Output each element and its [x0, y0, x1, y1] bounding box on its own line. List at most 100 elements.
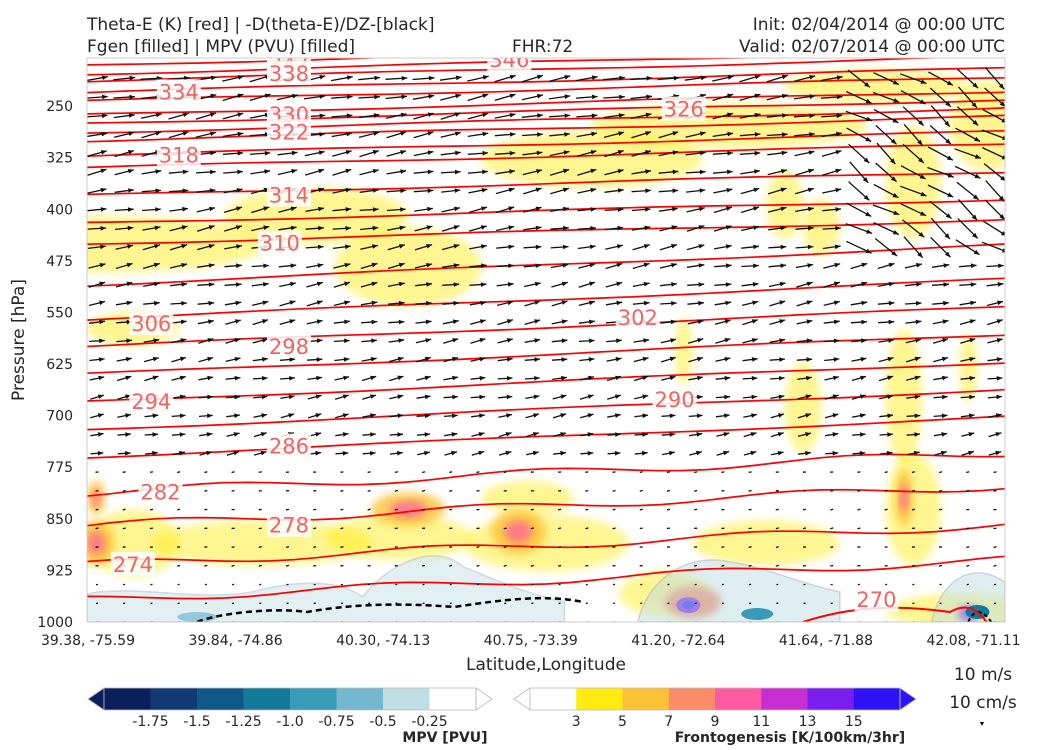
vector-arrowhead	[943, 282, 950, 287]
vector-arrowhead	[128, 131, 135, 136]
vector-key-arrow	[980, 722, 984, 726]
vector-arrowhead	[753, 187, 760, 193]
vector-arrow	[938, 489, 943, 492]
vector-arrowhead	[288, 413, 295, 418]
vector-arrowhead	[865, 248, 872, 254]
colorbar-segment	[853, 688, 901, 710]
vector-arrowhead	[918, 232, 925, 238]
vector-arrow	[721, 583, 724, 586]
vector-arrowhead	[206, 450, 213, 456]
vector-arrowhead	[754, 150, 761, 156]
vector-arrowhead	[589, 262, 596, 268]
vector-arrowhead	[752, 282, 759, 287]
vector-arrowhead	[780, 187, 787, 193]
vector-arrowhead	[317, 263, 324, 268]
fgen-blob	[784, 362, 822, 453]
vector-arrowhead	[370, 375, 377, 381]
vector-arrowhead	[397, 450, 403, 456]
vector-arrow	[748, 564, 752, 567]
vector-arrowhead	[616, 262, 623, 268]
vector-arrowhead	[833, 319, 840, 325]
vector-arrowhead	[264, 150, 271, 156]
vector-arrowhead	[861, 319, 867, 325]
vector-arrowhead	[534, 281, 541, 287]
vector-arrowhead	[833, 300, 840, 306]
vector-arrowhead	[235, 300, 242, 306]
vector-arrowhead	[316, 300, 323, 305]
vector-arrowhead	[914, 356, 921, 362]
vector-arrowhead	[319, 94, 326, 99]
contour-label-bg	[257, 230, 302, 255]
vector-arrowhead	[616, 244, 623, 249]
vector-arrowhead	[698, 300, 704, 306]
vector-arrowhead	[344, 338, 350, 344]
vector-arrowhead	[943, 300, 949, 306]
vector-arrowhead	[455, 75, 462, 81]
vector-arrowhead	[371, 300, 378, 306]
vector-arrowhead	[426, 282, 432, 287]
vector-arrowhead	[398, 281, 405, 287]
vector-arrowhead	[535, 263, 542, 268]
vector-arrowhead	[400, 207, 406, 212]
vector-arrowhead	[374, 75, 381, 81]
vector-arrowhead	[642, 394, 649, 400]
vector-arrowhead	[342, 413, 349, 418]
vector-arrow	[666, 508, 671, 511]
vector-arrowhead	[207, 375, 214, 381]
vector-arrowhead	[754, 132, 761, 137]
vector-arrowhead	[179, 356, 186, 362]
vector-arrowhead	[508, 187, 515, 193]
vector-arrowhead	[98, 357, 105, 362]
vector-arrowhead	[480, 244, 487, 249]
fgen-blob	[463, 514, 629, 572]
vector-arrowhead	[672, 206, 678, 212]
vector-arrowhead	[645, 131, 652, 136]
vector-arrowhead	[806, 375, 812, 381]
colorbar-tick: -0.25	[411, 714, 447, 730]
vector-arrow	[612, 602, 616, 605]
x-tick-label: 41.20, -72.64	[631, 633, 725, 649]
vector-arrowhead	[887, 375, 894, 381]
vector-arrowhead	[805, 432, 811, 437]
contour-label-bg	[266, 512, 311, 537]
vector-arrowhead	[861, 262, 868, 268]
vector-arrowhead	[642, 432, 648, 437]
vector-arrowhead	[535, 187, 542, 193]
vector-arrowhead	[532, 450, 539, 456]
vector-arrowhead	[237, 150, 244, 156]
vector-arrowhead	[920, 191, 927, 197]
colorbar-segment	[761, 688, 808, 710]
vector-arrowhead	[947, 173, 954, 178]
vector-arrowhead	[916, 282, 922, 287]
vector-arrowhead	[509, 112, 516, 118]
vector-arrowhead	[914, 432, 920, 437]
theta-e-line	[87, 453, 1005, 497]
colorbar-tick: 3	[572, 714, 581, 730]
vector-arrowhead	[506, 338, 513, 343]
vector-arrowhead	[751, 376, 758, 381]
theta-e-line	[87, 523, 1005, 563]
vector-arrowhead	[805, 394, 812, 399]
vector-arrowhead	[971, 214, 978, 221]
vector-arrowhead	[915, 338, 921, 343]
vector-arrowhead	[671, 301, 677, 306]
vector-arrowhead	[724, 394, 730, 400]
vector-arrowhead	[587, 394, 594, 399]
vector-arrow	[123, 602, 126, 605]
vector-arrowhead	[179, 432, 186, 437]
theta-e-line	[87, 58, 390, 66]
vector-arrow	[667, 583, 670, 586]
vector-arrowhead	[805, 413, 812, 418]
vector-arrowhead	[179, 413, 186, 419]
vector-arrow	[340, 527, 344, 530]
vector-arrowhead	[425, 319, 432, 325]
vector-arrowhead	[210, 112, 216, 117]
vector-arrowhead	[452, 338, 459, 343]
vector-arrowhead	[208, 244, 215, 249]
vector-arrowhead	[453, 300, 459, 306]
vector-arrowhead	[832, 451, 839, 456]
vector-arrowhead	[237, 75, 244, 80]
vector-arrowhead	[700, 75, 707, 81]
vector-arrowhead	[532, 432, 539, 437]
vector-arrowhead	[997, 282, 1004, 287]
